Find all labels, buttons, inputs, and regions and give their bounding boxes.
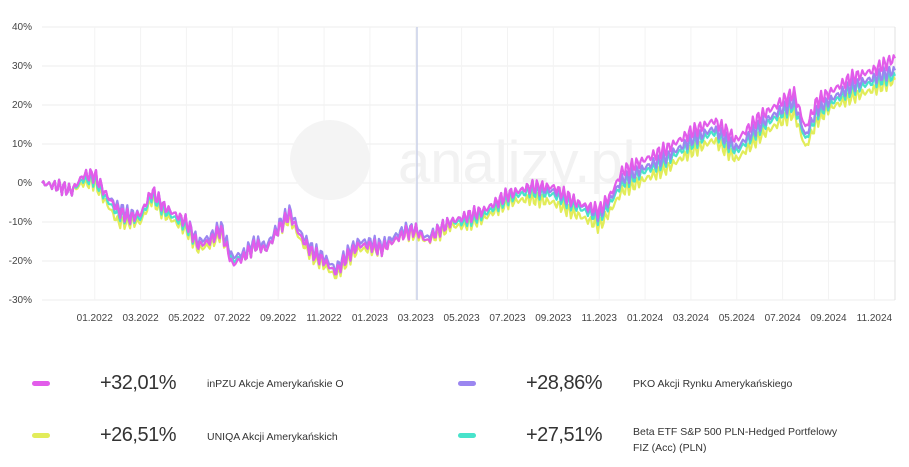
legend-value: +26,51% [99, 424, 177, 446]
x-tick-label: 03.2024 [673, 313, 710, 324]
legend-name: inPZU Akcje Amerykańskie O [207, 378, 344, 390]
x-tick-label: 05.2024 [719, 313, 756, 324]
legend-name: Beta ETF S&P 500 PLN-Hedged Portfelowy F… [633, 426, 838, 454]
y-tick-label: -20% [9, 256, 32, 267]
x-tick-label: 03.2023 [398, 313, 435, 324]
x-tick-label: 05.2023 [444, 313, 481, 324]
y-tick-label: -30% [9, 295, 32, 306]
x-tick-label: 11.2024 [857, 313, 893, 324]
legend-name: UNIQA Akcji Amerykańskich [207, 431, 338, 443]
legend-value: +32,01% [99, 372, 177, 394]
y-tick-label: 10% [12, 139, 32, 150]
legend-value: +27,51% [525, 424, 603, 446]
x-tick-label: 07.2022 [214, 313, 251, 324]
x-tick-label: 09.2023 [535, 313, 572, 324]
x-tick-label: 05.2022 [168, 313, 205, 324]
y-tick-label: 30% [12, 61, 32, 72]
legend-swatch [32, 381, 50, 386]
x-tick-label: 11.2023 [581, 313, 617, 324]
x-tick-label: 09.2024 [810, 313, 847, 324]
legend-swatch [458, 433, 476, 438]
y-tick-label: 20% [12, 100, 32, 111]
x-tick-label: 01.2022 [77, 313, 114, 324]
legend-name: PKO Akcji Rynku Amerykańskiego [633, 378, 793, 390]
line-chart[interactable]: analizy.pl 40% 30% 20% 10% 0% -10% -20% -30% 01… [0, 0, 909, 340]
y-tick-label: 0% [18, 178, 33, 189]
legend-swatch [458, 381, 476, 386]
watermark: analizy.pl [290, 120, 636, 200]
x-tick-label: 03.2022 [123, 313, 160, 324]
y-tick-label: -10% [9, 217, 32, 228]
watermark-text: analizy.pl [398, 130, 636, 195]
y-tick-label: 40% [12, 22, 32, 33]
legend-value: +28,86% [525, 372, 603, 394]
x-tick-label: 07.2023 [489, 313, 526, 324]
x-tick-label: 07.2024 [765, 313, 802, 324]
x-tick-label: 11.2022 [306, 313, 342, 324]
x-tick-label: 01.2023 [352, 313, 389, 324]
legend-swatch [32, 433, 50, 438]
series-line-3[interactable] [41, 54, 896, 276]
x-tick-label: 09.2022 [260, 313, 297, 324]
x-tick-label: 01.2024 [627, 313, 664, 324]
